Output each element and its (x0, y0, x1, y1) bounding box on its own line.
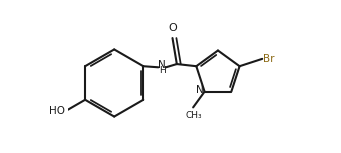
Text: H: H (159, 66, 166, 75)
Text: CH₃: CH₃ (186, 111, 203, 120)
Text: Br: Br (263, 54, 275, 64)
Text: HO: HO (49, 106, 65, 116)
Text: O: O (168, 23, 177, 33)
Text: N: N (159, 60, 166, 70)
Text: N: N (196, 85, 204, 95)
